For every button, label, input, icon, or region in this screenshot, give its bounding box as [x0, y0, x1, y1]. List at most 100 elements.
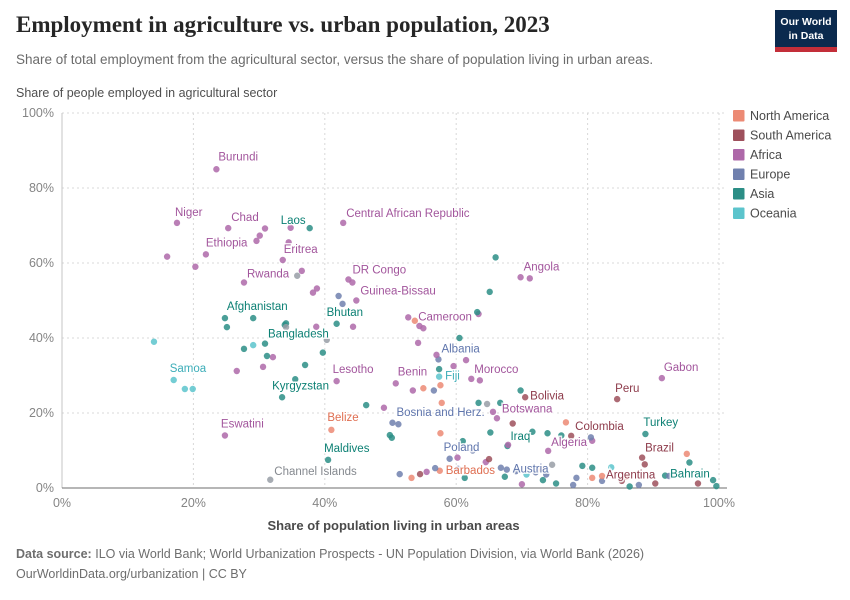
- data-point[interactable]: [517, 274, 524, 281]
- data-point[interactable]: [437, 382, 444, 389]
- data-point[interactable]: [181, 385, 189, 393]
- data-point[interactable]: [544, 430, 551, 437]
- data-point[interactable]: [233, 367, 240, 375]
- data-point[interactable]: [279, 256, 286, 264]
- data-point[interactable]: [613, 395, 621, 403]
- data-point[interactable]: [512, 467, 520, 475]
- data-point[interactable]: [497, 464, 505, 471]
- data-point[interactable]: [240, 279, 248, 286]
- data-point[interactable]: [414, 339, 422, 347]
- data-point[interactable]: [503, 466, 510, 473]
- data-point[interactable]: [396, 470, 403, 478]
- data-point[interactable]: [253, 237, 260, 245]
- data-point[interactable]: [588, 474, 596, 482]
- data-point[interactable]: [335, 292, 342, 300]
- data-point[interactable]: [543, 471, 550, 478]
- data-point[interactable]: [468, 375, 475, 383]
- data-point[interactable]: [529, 428, 536, 435]
- data-point[interactable]: [686, 459, 693, 466]
- data-point[interactable]: [263, 352, 271, 360]
- data-point[interactable]: [497, 399, 504, 407]
- data-point[interactable]: [420, 385, 427, 392]
- data-point[interactable]: [349, 279, 356, 286]
- data-point[interactable]: [462, 356, 470, 364]
- data-point[interactable]: [333, 377, 340, 385]
- data-point[interactable]: [665, 472, 673, 480]
- data-point[interactable]: [319, 349, 327, 356]
- data-point[interactable]: [562, 419, 570, 426]
- data-point[interactable]: [623, 473, 630, 480]
- data-point[interactable]: [435, 373, 443, 380]
- data-point[interactable]: [223, 323, 231, 331]
- footer-link[interactable]: OurWorldinData.org/urbanization | CC BY: [16, 567, 247, 581]
- data-point[interactable]: [339, 300, 346, 308]
- data-point[interactable]: [485, 455, 493, 463]
- data-point[interactable]: [430, 387, 438, 394]
- data-point[interactable]: [292, 376, 299, 383]
- data-point[interactable]: [626, 483, 633, 490]
- data-point[interactable]: [380, 404, 388, 411]
- data-point[interactable]: [423, 468, 430, 476]
- data-point[interactable]: [456, 334, 463, 342]
- data-point[interactable]: [694, 480, 702, 487]
- data-point[interactable]: [492, 254, 499, 261]
- data-point[interactable]: [587, 434, 595, 441]
- data-point[interactable]: [333, 320, 340, 327]
- data-point[interactable]: [446, 455, 453, 462]
- data-point[interactable]: [638, 454, 646, 461]
- data-point[interactable]: [409, 387, 417, 394]
- data-point[interactable]: [324, 456, 332, 464]
- data-point[interactable]: [544, 447, 552, 455]
- data-point[interactable]: [323, 336, 330, 344]
- data-point[interactable]: [433, 351, 440, 359]
- data-point[interactable]: [392, 380, 399, 387]
- data-point[interactable]: [301, 361, 309, 369]
- data-point[interactable]: [294, 272, 301, 279]
- data-point[interactable]: [438, 399, 445, 407]
- data-point[interactable]: [552, 480, 560, 487]
- data-point[interactable]: [163, 253, 171, 260]
- data-point[interactable]: [405, 314, 412, 321]
- data-point[interactable]: [306, 224, 313, 232]
- data-point[interactable]: [328, 426, 335, 434]
- data-point[interactable]: [450, 362, 457, 370]
- data-point[interactable]: [437, 430, 444, 437]
- data-point[interactable]: [517, 387, 524, 394]
- data-point[interactable]: [652, 480, 659, 487]
- data-point[interactable]: [579, 462, 586, 470]
- data-point[interactable]: [353, 297, 360, 304]
- data-point[interactable]: [389, 419, 396, 426]
- data-point[interactable]: [388, 434, 396, 441]
- data-point[interactable]: [709, 476, 717, 484]
- data-point[interactable]: [588, 464, 596, 471]
- data-point[interactable]: [558, 432, 565, 439]
- data-point[interactable]: [287, 224, 294, 231]
- data-point[interactable]: [475, 399, 482, 407]
- data-point[interactable]: [532, 469, 539, 476]
- legend-item[interactable]: Asia: [733, 187, 774, 201]
- data-point[interactable]: [526, 275, 533, 282]
- data-point[interactable]: [269, 353, 277, 361]
- data-point[interactable]: [313, 285, 321, 292]
- data-point[interactable]: [221, 314, 229, 322]
- data-point[interactable]: [256, 232, 263, 239]
- data-point[interactable]: [408, 474, 415, 482]
- data-point[interactable]: [459, 437, 466, 445]
- data-point[interactable]: [416, 470, 424, 478]
- data-point[interactable]: [416, 322, 423, 330]
- data-point[interactable]: [189, 385, 196, 393]
- data-point[interactable]: [435, 365, 443, 373]
- data-point[interactable]: [240, 345, 248, 353]
- data-point[interactable]: [539, 476, 547, 484]
- data-point[interactable]: [598, 472, 606, 480]
- data-point[interactable]: [339, 219, 347, 227]
- data-point[interactable]: [493, 415, 501, 422]
- data-point[interactable]: [469, 447, 476, 454]
- data-point[interactable]: [282, 323, 290, 331]
- data-point[interactable]: [518, 481, 526, 488]
- data-point[interactable]: [641, 461, 648, 468]
- data-point[interactable]: [202, 251, 210, 258]
- data-point[interactable]: [608, 464, 615, 471]
- data-point[interactable]: [618, 477, 625, 485]
- data-point[interactable]: [509, 420, 516, 427]
